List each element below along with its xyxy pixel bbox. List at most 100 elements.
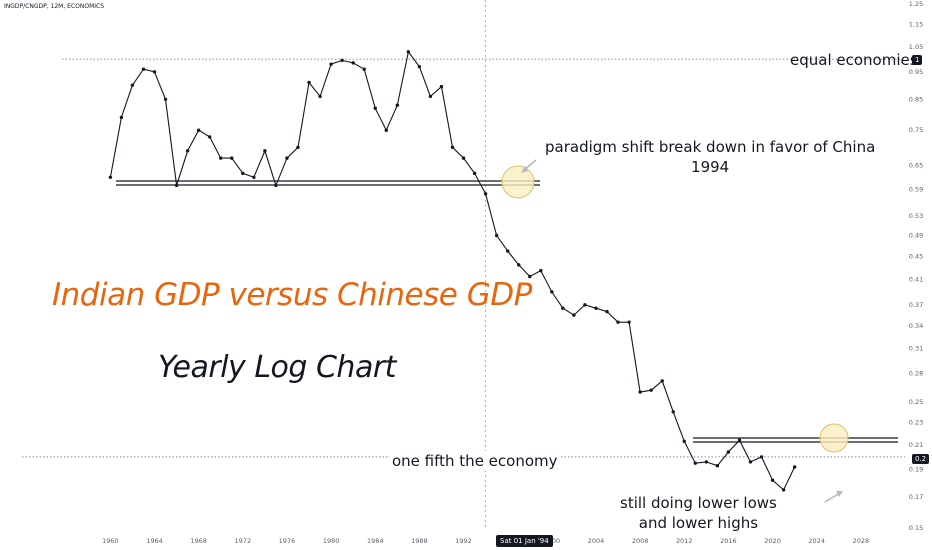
annotation-lower-lows: still doing lower lows and lower highs xyxy=(620,493,777,533)
data-point xyxy=(373,106,377,110)
data-point xyxy=(130,83,135,87)
data-point xyxy=(174,183,179,188)
data-point xyxy=(483,192,488,196)
data-point xyxy=(417,64,422,69)
data-point xyxy=(252,175,256,179)
data-point xyxy=(770,478,775,482)
y-tick-label: 1.25 xyxy=(909,0,923,8)
y-tick-label: 0.37 xyxy=(909,301,923,309)
data-point xyxy=(296,145,300,149)
data-point xyxy=(274,183,278,188)
annotation-lows-line1: still doing lower lows xyxy=(620,494,777,512)
x-tick-label: 1964 xyxy=(146,537,163,545)
breakdown-arrow-head xyxy=(521,166,528,173)
data-point xyxy=(263,149,267,153)
data-point xyxy=(561,306,565,310)
data-point xyxy=(759,455,764,459)
data-point xyxy=(439,84,444,89)
data-point xyxy=(185,149,190,153)
data-point xyxy=(638,390,642,394)
data-point xyxy=(594,306,598,310)
data-point xyxy=(550,290,554,294)
data-point xyxy=(307,80,311,85)
annotation-breakdown-line1: paradigm shift break down in favor of Ch… xyxy=(545,138,876,156)
data-point xyxy=(726,450,731,454)
data-point xyxy=(141,67,146,71)
price-tag-equal: 1 xyxy=(912,55,923,65)
data-point xyxy=(450,145,455,149)
y-tick-label: 0.17 xyxy=(909,493,923,501)
data-point xyxy=(539,268,543,273)
y-tick-label: 0.34 xyxy=(909,322,923,330)
y-tick-label: 0.25 xyxy=(909,398,923,406)
x-tick-label: 1972 xyxy=(235,537,252,545)
data-point xyxy=(285,156,289,160)
data-point xyxy=(207,135,212,139)
data-point xyxy=(792,465,797,469)
y-tick-label: 0.21 xyxy=(909,441,923,449)
y-tick-label: 0.85 xyxy=(909,95,923,103)
data-point xyxy=(649,388,653,392)
x-tick-label: 2028 xyxy=(853,537,870,545)
x-tick-label: 1976 xyxy=(279,537,296,545)
x-tick-label: 2020 xyxy=(764,537,781,545)
x-tick-label: 1988 xyxy=(411,537,428,545)
data-point xyxy=(627,320,631,324)
series-layer xyxy=(108,50,797,492)
y-tick-label: 0.95 xyxy=(909,68,923,76)
data-point xyxy=(748,460,753,464)
y-tick-label: 0.15 xyxy=(909,524,923,532)
data-point xyxy=(616,320,620,324)
data-point xyxy=(461,156,466,160)
annotation-one-fifth: one fifth the economy xyxy=(390,451,560,471)
data-point xyxy=(517,263,521,267)
x-tick-label: 2012 xyxy=(676,537,693,545)
data-point xyxy=(395,103,400,107)
data-point xyxy=(572,313,576,317)
x-tick-label: 2004 xyxy=(588,537,605,545)
data-point xyxy=(671,410,675,414)
x-tick-label: 1984 xyxy=(367,537,384,545)
data-point xyxy=(230,156,234,160)
data-point xyxy=(241,171,245,176)
annotation-equal-economies: equal economies xyxy=(790,51,918,69)
price-tag-fifth: 0.2 xyxy=(912,454,930,464)
y-tick-label: 0.75 xyxy=(909,126,923,134)
data-point xyxy=(583,303,587,307)
resistance-highlight-circle xyxy=(819,423,849,453)
crosshair-x-label: Sat 01 Jan '94 xyxy=(496,535,553,547)
data-point xyxy=(781,488,786,492)
data-point xyxy=(196,128,201,132)
data-point xyxy=(362,67,366,71)
data-point xyxy=(119,115,124,120)
data-point xyxy=(505,249,510,253)
annotation-breakdown-line2: 1994 xyxy=(691,158,730,176)
data-point xyxy=(152,70,157,74)
data-point xyxy=(704,460,709,464)
y-tick-label: 0.45 xyxy=(909,252,923,260)
data-point xyxy=(605,309,609,314)
chart-subtitle: Yearly Log Chart xyxy=(158,350,396,385)
y-tick-label: 0.19 xyxy=(909,466,923,474)
y-tick-label: 1.15 xyxy=(909,21,923,29)
y-tick-label: 0.49 xyxy=(909,231,923,239)
x-tick-label: 2016 xyxy=(720,537,737,545)
symbol-label: INGDP/CNGDP, 12M, ECONOMICS xyxy=(4,3,105,10)
data-point xyxy=(428,94,433,99)
data-point xyxy=(660,379,664,383)
data-point xyxy=(737,438,742,442)
y-tick-label: 0.41 xyxy=(909,275,923,283)
data-point xyxy=(329,62,333,66)
data-point xyxy=(163,97,168,102)
data-point xyxy=(384,128,388,132)
data-point xyxy=(219,156,223,160)
data-point xyxy=(693,461,698,465)
y-tick-label: 0.65 xyxy=(909,162,923,170)
x-tick-label: 1980 xyxy=(323,537,340,545)
data-point xyxy=(340,58,344,63)
x-tick-label: 1992 xyxy=(455,537,472,545)
data-point xyxy=(715,464,720,468)
data-point xyxy=(472,171,477,176)
annotation-breakdown: paradigm shift break down in favor of Ch… xyxy=(545,137,875,177)
